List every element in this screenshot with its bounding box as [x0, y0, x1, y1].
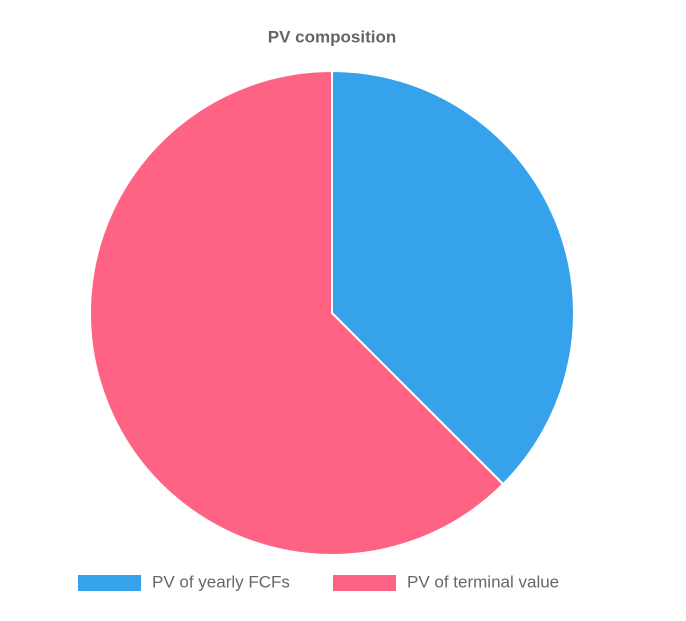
legend-swatch: [333, 575, 396, 591]
legend-label: PV of terminal value: [407, 572, 559, 591]
pie-slice: [331, 69, 575, 486]
chart-title: PV composition: [268, 27, 396, 46]
pie-slice: [89, 69, 505, 556]
legend-swatch: [78, 575, 141, 591]
legend-label: PV of yearly FCFs: [152, 572, 290, 591]
